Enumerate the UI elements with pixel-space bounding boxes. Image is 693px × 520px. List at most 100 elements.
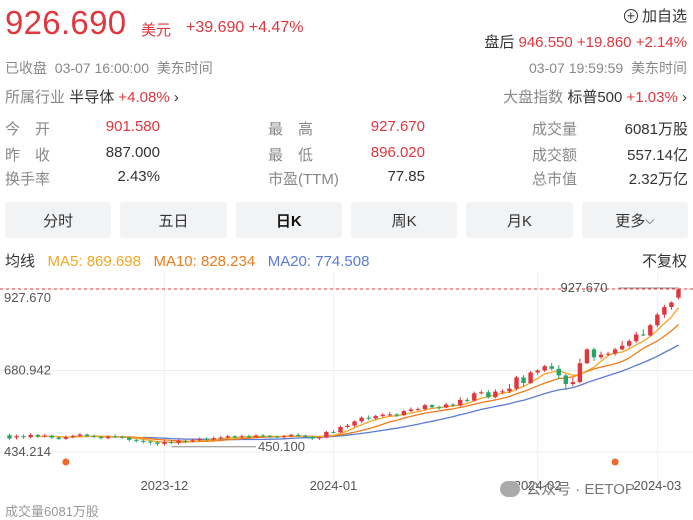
after-hours-tz: 美东时间 bbox=[631, 60, 687, 76]
candle-body bbox=[331, 431, 336, 433]
candle-body bbox=[288, 434, 294, 437]
candle-body bbox=[21, 436, 26, 438]
candle-body bbox=[148, 441, 153, 443]
candle-body bbox=[84, 434, 90, 436]
ma5-value: MA5: 869.698 bbox=[47, 253, 141, 270]
candle-body bbox=[218, 437, 223, 439]
after-hours-time: 03-07 19:59:59 bbox=[529, 60, 624, 76]
industry-link[interactable]: 所属行业 半导体 +4.08% › bbox=[5, 86, 179, 107]
candle-body bbox=[352, 421, 357, 426]
market-status-tz: 美东时间 bbox=[156, 60, 213, 76]
candle-body bbox=[598, 354, 604, 358]
candle-body bbox=[246, 436, 252, 438]
x-tick-label: 2024-03 bbox=[633, 478, 681, 493]
ma10-line bbox=[72, 324, 679, 443]
candle-body bbox=[204, 438, 209, 440]
candle-body bbox=[253, 435, 259, 437]
candle-body bbox=[70, 435, 76, 438]
candle-body bbox=[465, 399, 470, 401]
tab-0[interactable]: 分时 bbox=[5, 202, 112, 238]
tab-4[interactable]: 月K bbox=[466, 202, 573, 238]
candle-body bbox=[641, 334, 646, 336]
candle-body bbox=[42, 435, 47, 437]
candle-body bbox=[373, 416, 378, 419]
candle-body bbox=[401, 411, 407, 416]
stat-value: 901.580 bbox=[105, 118, 160, 135]
market-index-link[interactable]: 大盘指数 标普500 +1.03% › bbox=[503, 86, 687, 107]
candle-body bbox=[127, 437, 132, 440]
after-hours-label: 盘后 bbox=[484, 34, 515, 51]
stat-label: 最 高 bbox=[268, 121, 314, 138]
stat-value: 2.43% bbox=[117, 168, 160, 185]
stat-value: 77.85 bbox=[387, 168, 425, 185]
watermark: 公众号 · EETOP bbox=[500, 478, 635, 499]
candle-body bbox=[443, 404, 449, 408]
ma10-value: MA10: 828.234 bbox=[153, 253, 256, 270]
ma20-line bbox=[143, 344, 679, 441]
candle-body bbox=[619, 345, 625, 350]
candlestick-chart[interactable]: 927.670 680.942 434.214 927.670 450.100 2023-… bbox=[0, 272, 693, 500]
candle-body bbox=[77, 434, 83, 436]
stat-value: 896.020 bbox=[370, 144, 425, 161]
candle-body bbox=[274, 436, 280, 438]
candle-body bbox=[225, 436, 231, 438]
candle-body bbox=[655, 314, 660, 326]
candle-body bbox=[584, 349, 590, 364]
candle-body bbox=[345, 425, 350, 427]
stat-label: 最 低 bbox=[268, 147, 314, 164]
candle-body bbox=[387, 414, 392, 416]
candle-body bbox=[176, 440, 181, 443]
market-status-label: 已收盘 bbox=[5, 60, 47, 76]
candle-body bbox=[408, 409, 414, 412]
candle-body bbox=[648, 325, 653, 336]
tab-1[interactable]: 五日 bbox=[120, 202, 227, 238]
tab-label: 日K bbox=[275, 212, 302, 230]
candle-body bbox=[105, 436, 111, 439]
adjust-toggle[interactable]: 不复权 bbox=[641, 253, 687, 270]
candle-body bbox=[63, 437, 69, 439]
low-marker-label: 450.100 bbox=[258, 439, 305, 454]
candle-body bbox=[338, 426, 343, 433]
x-tick-label: 2024-02 bbox=[514, 478, 562, 493]
candle-body bbox=[141, 440, 146, 442]
stat-value: 887.000 bbox=[105, 144, 160, 161]
x-tick-label: 2024-01 bbox=[310, 478, 358, 493]
candle-body bbox=[56, 437, 62, 439]
candle-body bbox=[479, 392, 484, 394]
tab-5[interactable]: 更多 ⌵ bbox=[581, 202, 688, 238]
candle-body bbox=[190, 440, 195, 442]
stat-value: 6081万股 bbox=[624, 121, 688, 138]
candle-body bbox=[535, 370, 540, 373]
candle-body bbox=[577, 363, 583, 383]
stat-label: 成交额 bbox=[532, 147, 578, 164]
event-dot bbox=[611, 458, 619, 466]
market-index-change: +1.03% bbox=[626, 89, 678, 106]
candle-body bbox=[676, 289, 681, 298]
candle-body bbox=[197, 438, 202, 441]
candle-body bbox=[14, 436, 19, 438]
tab-3[interactable]: 周K bbox=[350, 202, 458, 238]
add-watchlist-label: 加自选 bbox=[641, 8, 687, 25]
candle-body bbox=[317, 437, 322, 439]
add-watchlist-button[interactable]: 加自选 bbox=[623, 5, 687, 26]
candle-body bbox=[528, 372, 533, 384]
stat-label: 昨 收 bbox=[5, 147, 51, 164]
candle-body bbox=[296, 434, 301, 436]
plus-circle-icon bbox=[623, 8, 638, 23]
candle-body bbox=[472, 393, 477, 401]
candle-body bbox=[436, 407, 442, 409]
stat-value: 927.670 bbox=[370, 118, 425, 135]
candle-body bbox=[486, 392, 491, 398]
chevron-right-icon: › bbox=[682, 89, 687, 106]
candle-body bbox=[155, 442, 160, 444]
candle-body bbox=[162, 441, 167, 444]
tab-label: 分时 bbox=[43, 212, 74, 230]
candle-body bbox=[549, 366, 554, 369]
tab-2[interactable]: 日K bbox=[235, 202, 342, 238]
tab-label: 五日 bbox=[158, 212, 189, 230]
tab-label: 更多 bbox=[615, 212, 646, 230]
candle-body bbox=[324, 431, 329, 438]
candle-body bbox=[450, 404, 456, 406]
candle-body bbox=[612, 349, 618, 354]
tab-label: 月K bbox=[506, 212, 532, 230]
